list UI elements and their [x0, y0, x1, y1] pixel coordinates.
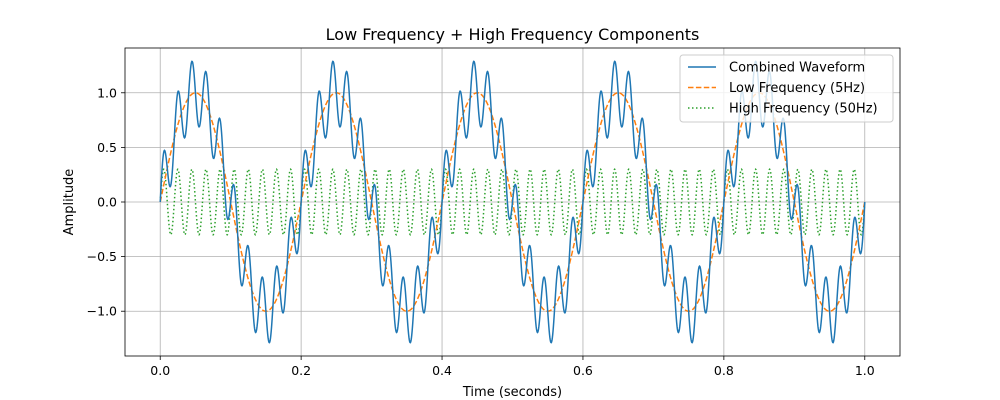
y-tick-label: 0.0 — [97, 195, 117, 210]
y-tick-label: 1.0 — [97, 85, 117, 100]
y-axis-label: Amplitude — [62, 169, 77, 236]
x-tick-label: 0.6 — [573, 363, 593, 378]
legend-label: Combined Waveform — [729, 61, 865, 76]
x-tick-label: 0.8 — [714, 363, 734, 378]
chart-title: Low Frequency + High Frequency Component… — [326, 25, 700, 44]
legend-label: Low Frequency (5Hz) — [729, 81, 865, 96]
x-axis-label: Time (seconds) — [462, 385, 562, 400]
y-tick-label: −1.0 — [87, 304, 117, 319]
x-axis: 0.0 0.2 0.4 0.6 0.8 1.0 — [150, 356, 875, 378]
x-tick-label: 0.4 — [432, 363, 452, 378]
x-tick-label: 1.0 — [855, 363, 875, 378]
legend: Combined Waveform Low Frequency (5Hz) High… — [679, 54, 894, 123]
legend-box — [679, 54, 894, 123]
y-axis: −1.0 −0.5 0.0 0.5 1.0 — [87, 85, 125, 319]
y-tick-label: −0.5 — [87, 249, 117, 264]
x-tick-label: 0.0 — [150, 363, 170, 378]
x-tick-label: 0.2 — [291, 363, 311, 378]
y-tick-label: 0.5 — [97, 140, 117, 155]
series-line-combined — [159, 60, 866, 344]
legend-label: High Frequency (50Hz) — [729, 102, 878, 117]
